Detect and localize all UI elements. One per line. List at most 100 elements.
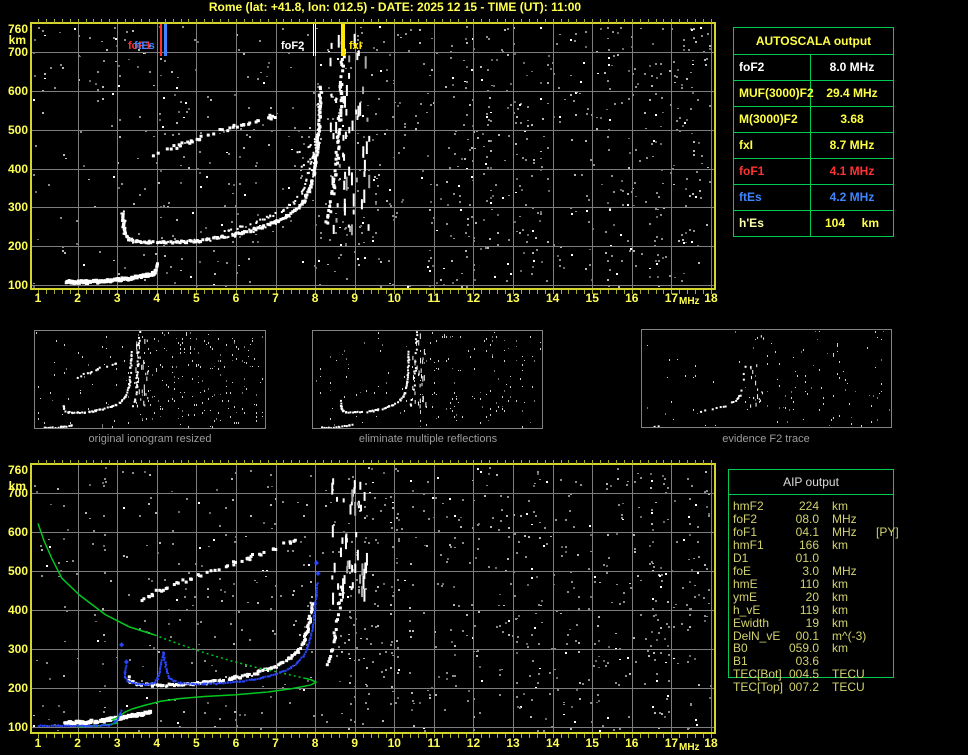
y-tick-label-top: 100	[7, 278, 28, 292]
bottom-ionogram-profile-canvas	[30, 459, 716, 739]
aip-row-value: 20	[805, 590, 819, 604]
x-tick-label-bottom: 9	[351, 736, 359, 750]
aip-row-label: foF2	[733, 512, 758, 526]
marker-label-fxI: fxI	[349, 40, 362, 52]
aip-row: hmE 110 km	[733, 578, 876, 590]
x-tick-label-bottom: 15	[585, 736, 599, 750]
autoscala-row-label: MUF(3000)F2	[734, 81, 814, 106]
aip-row-label: foE	[733, 564, 752, 578]
aip-row: ymE 20 km	[733, 591, 876, 603]
x-tick-label-top: 2	[74, 291, 81, 305]
aip-row-label: TEC[Top]	[733, 680, 784, 694]
autoscala-row-value: 8.7 MHz	[829, 138, 875, 152]
x-tick-label-bottom: 1	[34, 736, 42, 750]
y-tick-label-bottom: 700	[7, 486, 28, 500]
aip-row-value: 059.0	[788, 641, 819, 655]
aip-row-label: hmF2	[733, 499, 764, 513]
aip-row-value: 166	[798, 538, 819, 552]
aip-row-value: 004.5	[788, 667, 819, 681]
x-tick-label-bottom: 13	[506, 736, 520, 750]
x-tick-label-top: 18	[704, 291, 718, 305]
aip-output-box: AIP output	[728, 469, 894, 678]
aip-row-value: 110	[799, 577, 819, 591]
aip-row-label: DelN_vE	[733, 629, 781, 643]
autoscala-row: M(3000)F2 3.68	[734, 106, 893, 132]
aip-row-unit: TECU	[832, 667, 865, 681]
x-tick-label-top: 15	[585, 291, 599, 305]
aip-row-label: foF1	[733, 525, 758, 539]
x-tick-label-top: 13	[506, 291, 520, 305]
autoscala-row-label: foF1	[734, 159, 811, 184]
y-tick-label-top: 400	[7, 161, 28, 176]
aip-row-unit: MHz	[832, 564, 857, 578]
y-tick-label-top: 300	[7, 200, 28, 215]
x-tick-label-top: 1	[34, 291, 42, 305]
aip-row: D1 01.0	[733, 552, 876, 564]
y-tick-label-top: 700	[7, 45, 28, 60]
thumbnail-caption-1: original ionogram resized	[88, 433, 212, 445]
autoscala-row-label: fxI	[734, 133, 811, 158]
aip-row-value: 19	[805, 616, 819, 630]
aip-row-label: hmF1	[733, 538, 764, 552]
x-tick-label-top: 7	[272, 291, 279, 305]
aip-row-value: 04.1	[795, 525, 819, 539]
y-tick-label-top: 600	[7, 83, 28, 98]
aip-row-label: B1	[733, 654, 748, 668]
x-tick-label-top: 16	[625, 291, 639, 305]
aip-row-label: h_vE	[733, 603, 761, 617]
x-tick-label-top: 3	[113, 291, 121, 305]
aip-row-unit: MHz	[832, 512, 857, 526]
aip-row-unit	[832, 552, 874, 564]
aip-row: TEC[Bot] 004.5 TECU	[733, 668, 876, 680]
thumbnail-caption-2: eliminate multiple reflections	[358, 433, 498, 445]
y-tick-label-bottom: 760	[7, 462, 28, 477]
aip-row-label: D1	[733, 551, 749, 565]
aip-row-label: B0	[733, 641, 748, 655]
y-axis-unit-top: km	[8, 33, 26, 47]
autoscala-row-label: h'Es	[734, 211, 811, 236]
aip-table-header: AIP output	[729, 470, 893, 495]
x-tick-label-bottom: 12	[466, 736, 481, 750]
autoscala-row-value: 29.4 MHz	[826, 86, 878, 100]
autoscala-row-value: 3.68	[840, 112, 864, 126]
x-tick-label-bottom: 7	[272, 736, 279, 750]
autoscala-row: ftEs 4.2 MHz	[734, 184, 893, 210]
x-tick-label-bottom: 17	[664, 736, 679, 750]
aip-row: foF1 04.1 MHz [PY]	[733, 526, 899, 538]
aip-row-value: 007.2	[788, 680, 819, 694]
aip-row-value: 08.0	[795, 512, 819, 526]
x-tick-label-top: 5	[193, 291, 200, 305]
aip-row-unit: km	[832, 603, 848, 617]
aip-row: foE 3.0 MHz	[733, 565, 876, 577]
aip-row-unit: km	[832, 616, 848, 630]
x-tick-label-bottom: 4	[153, 736, 161, 750]
aip-row: h_vE 119 km	[733, 604, 876, 616]
marker-label-foF2: foF2	[281, 40, 305, 52]
autoscala-row-value: 8.0 MHz	[829, 60, 875, 74]
x-tick-label-bottom: 16	[625, 736, 639, 750]
autoscala-row: h'Es 104 km	[734, 210, 893, 236]
autoscala-row-value: 4.2 MHz	[829, 190, 875, 204]
autoscala-output-table: AUTOSCALA output foF2 8.0 MHz MUF(3000)F2 2…	[733, 27, 894, 237]
aip-row: hmF2 224 km	[733, 500, 876, 512]
marker-label-ftEs: ftEs	[134, 40, 155, 52]
aip-row-extra: [PY]	[876, 525, 899, 539]
y-tick-label-bottom: 400	[7, 603, 28, 617]
autoscala-table-header: AUTOSCALA output	[755, 34, 872, 48]
thumbnail-evidence-f2-trace	[641, 329, 892, 428]
x-tick-label-top: 14	[545, 291, 560, 305]
x-axis-unit-top: MHz	[679, 296, 700, 307]
autoscala-row: foF1 4.1 MHz	[734, 158, 893, 184]
autoscala-row: fxI 8.7 MHz	[734, 132, 893, 158]
aip-row-unit: km	[832, 641, 848, 655]
autoscala-row-value: 104 km	[824, 216, 880, 230]
aip-row-unit: km	[832, 499, 848, 513]
aip-row-unit: TECU	[832, 680, 865, 694]
marker-label-foF1: foF1	[128, 40, 152, 52]
aip-row-unit: m^(-3)	[832, 629, 867, 643]
aip-row-unit: km	[832, 577, 848, 591]
aip-row-label: TEC[Bot]	[733, 667, 782, 681]
aip-row: B0 059.0 km	[733, 642, 876, 654]
x-tick-label-bottom: 18	[704, 736, 718, 750]
